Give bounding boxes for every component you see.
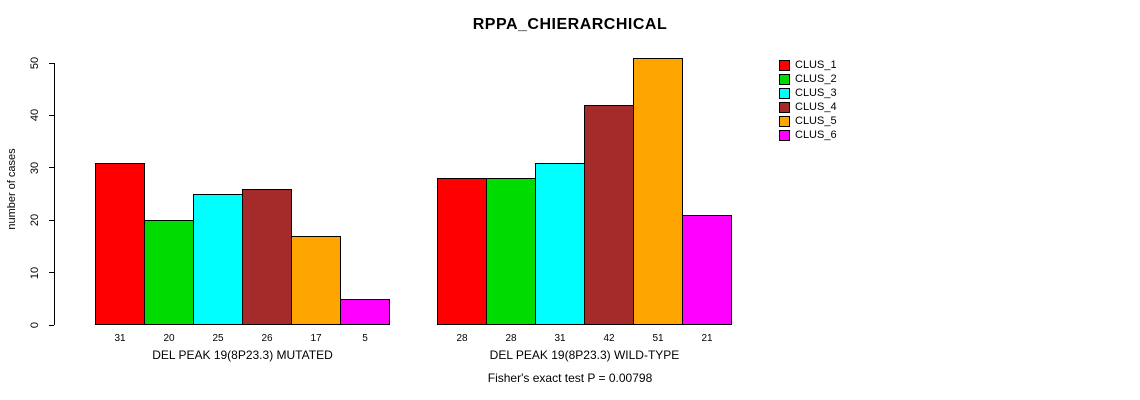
- legend-label: CLUS_6: [795, 129, 837, 141]
- bar: [486, 178, 536, 325]
- bar: [291, 236, 341, 325]
- chart-title: RPPA_CHIERARCHICAL: [472, 16, 668, 33]
- y-tick-label: 0: [29, 321, 41, 329]
- fisher-test-annotation: Fisher's exact test P = 0.00798: [487, 371, 653, 385]
- legend-item: CLUS_2: [779, 74, 837, 85]
- y-tick-label: 40: [29, 109, 41, 122]
- bar-value-label: 42: [603, 333, 615, 344]
- y-tick-label: 30: [29, 161, 41, 174]
- bar-value-label: 28: [456, 333, 468, 344]
- bar: [535, 163, 585, 325]
- y-tick-label: 50: [29, 56, 41, 70]
- bar-value-label: 51: [652, 333, 664, 344]
- bar: [242, 189, 292, 325]
- y-tick: [49, 324, 54, 326]
- plot-area: number of cases 0 10 20 30 40 50 31 20 25 26 17 5 DE…: [6, 57, 745, 362]
- legend-item: CLUS_4: [779, 102, 837, 113]
- bar: [193, 194, 243, 325]
- x-axis-group-label: DEL PEAK 19(8P23.3) WILD-TYPE: [489, 348, 680, 362]
- bar-value-label: 5: [362, 333, 368, 344]
- bar: [633, 58, 683, 325]
- bar-value-label: 20: [163, 333, 175, 344]
- bar-value-label: 31: [114, 333, 126, 344]
- bar: [584, 105, 634, 325]
- legend-item: CLUS_1: [779, 60, 837, 71]
- bar-value-label: 25: [212, 333, 224, 344]
- bar: [340, 299, 390, 325]
- legend-swatch: [779, 116, 790, 127]
- legend-label: CLUS_3: [795, 87, 837, 99]
- legend-item: CLUS_3: [779, 88, 837, 99]
- legend-item: CLUS_6: [779, 130, 837, 141]
- legend: CLUS_1 CLUS_2 CLUS_3 CLUS_4 CLUS_5 CLUS_6: [779, 60, 837, 144]
- legend-swatch: [779, 88, 790, 99]
- legend-item: CLUS_5: [779, 116, 837, 127]
- bar-value-label: 17: [310, 333, 322, 344]
- y-axis: [54, 63, 55, 325]
- y-tick: [49, 219, 54, 221]
- y-axis-label: number of cases: [6, 148, 18, 230]
- y-tick: [49, 62, 54, 64]
- legend-label: CLUS_1: [795, 59, 837, 71]
- legend-swatch: [779, 102, 790, 113]
- bar: [682, 215, 732, 325]
- y-tick: [49, 114, 54, 116]
- bar: [95, 163, 145, 325]
- legend-label: CLUS_4: [795, 101, 837, 113]
- legend-label: CLUS_2: [795, 73, 837, 85]
- legend-swatch: [779, 74, 790, 85]
- y-tick-label: 20: [29, 214, 41, 227]
- y-tick: [49, 167, 54, 169]
- y-tick-label: 10: [29, 266, 41, 279]
- bar-value-label: 26: [261, 333, 273, 344]
- bar-value-label: 21: [701, 333, 713, 344]
- legend-swatch: [779, 60, 790, 71]
- y-tick: [49, 272, 54, 274]
- bar: [437, 178, 487, 325]
- bar-value-label: 28: [505, 333, 517, 344]
- bar-value-label: 31: [554, 333, 566, 344]
- legend-swatch: [779, 130, 790, 141]
- bar: [144, 220, 194, 325]
- x-axis-group-label: DEL PEAK 19(8P23.3) MUTATED: [152, 348, 333, 362]
- legend-label: CLUS_5: [795, 115, 837, 127]
